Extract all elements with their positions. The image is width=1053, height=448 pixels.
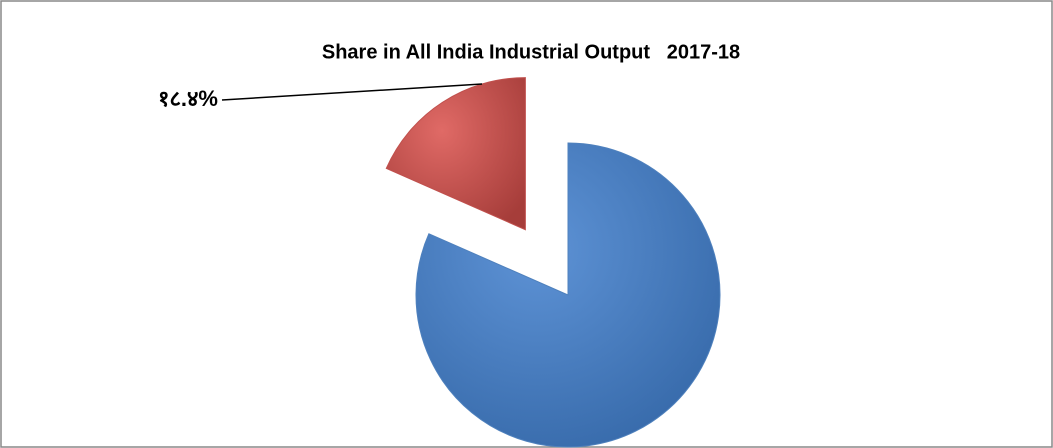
leader-line bbox=[221, 83, 483, 101]
pie-slice bbox=[415, 142, 721, 448]
data-label: १८.४% bbox=[158, 86, 218, 111]
chart-title: Share in All India Industrial Output 201… bbox=[322, 41, 740, 63]
pie-slice bbox=[385, 77, 526, 231]
